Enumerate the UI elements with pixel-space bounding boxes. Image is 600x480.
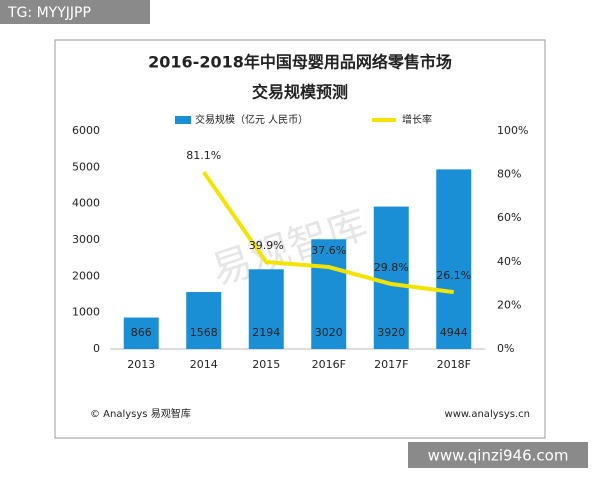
x-tick-label: 2018F xyxy=(437,358,471,371)
x-tick-label: 2013 xyxy=(127,358,155,371)
line-value-label: 26.1% xyxy=(436,269,471,282)
y-tick-label: 3000 xyxy=(72,233,100,246)
y-tick-label: 1000 xyxy=(72,306,100,319)
line-value-label: 81.1% xyxy=(186,149,221,162)
footer-left: © Analysys 易观智库 xyxy=(90,407,191,420)
y2-tick-label: 60% xyxy=(497,211,521,224)
bar xyxy=(186,292,222,349)
y-tick-label: 5000 xyxy=(72,160,100,173)
site-bg xyxy=(408,442,588,468)
legend-swatch xyxy=(175,116,191,124)
chart-subtitle: 交易规模预测 xyxy=(252,83,348,102)
bar-value-label: 866 xyxy=(131,326,152,339)
bar-value-label: 3020 xyxy=(315,326,343,339)
y2-tick-label: 80% xyxy=(497,168,521,181)
bar-value-label: 1568 xyxy=(190,326,218,339)
bar xyxy=(436,169,472,349)
x-tick-label: 2017F xyxy=(374,358,408,371)
bar-value-label: 2194 xyxy=(252,326,280,339)
badge-bg xyxy=(0,0,150,24)
growth-line xyxy=(202,171,455,295)
y2-tick-label: 20% xyxy=(497,298,521,311)
bar-value-label: 4944 xyxy=(440,326,468,339)
x-tick-label: 2016F xyxy=(312,358,346,371)
y2-tick-label: 40% xyxy=(497,255,521,268)
bar xyxy=(311,239,347,349)
footer-right: www.analysys.cn xyxy=(445,409,530,420)
x-tick-label: 2014 xyxy=(190,358,218,371)
x-tick-label: 2015 xyxy=(252,358,280,371)
legend-label: 交易规模（亿元 人民币） xyxy=(195,113,308,126)
bar xyxy=(123,317,159,349)
y-tick-label: 4000 xyxy=(72,197,100,210)
line-value-label: 37.6% xyxy=(311,244,346,257)
bar xyxy=(248,269,284,349)
bar-value-label: 3920 xyxy=(377,326,405,339)
y-tick-label: 6000 xyxy=(72,124,100,137)
y-tick-label: 2000 xyxy=(72,269,100,282)
bar xyxy=(373,206,409,349)
line-value-label: 29.8% xyxy=(374,261,409,274)
line-value-label: 39.9% xyxy=(249,239,284,252)
y2-tick-label: 0% xyxy=(497,342,514,355)
badge: TG: MYYJJPP xyxy=(7,5,91,21)
legend-label: 增长率 xyxy=(402,113,432,126)
y-tick-label: 0 xyxy=(93,342,100,355)
site-badge: www.qinzi946.com xyxy=(428,447,569,465)
y2-tick-label: 100% xyxy=(497,124,528,137)
chart-title: 2016-2018年中国母婴用品网络零售市场 xyxy=(148,53,452,72)
